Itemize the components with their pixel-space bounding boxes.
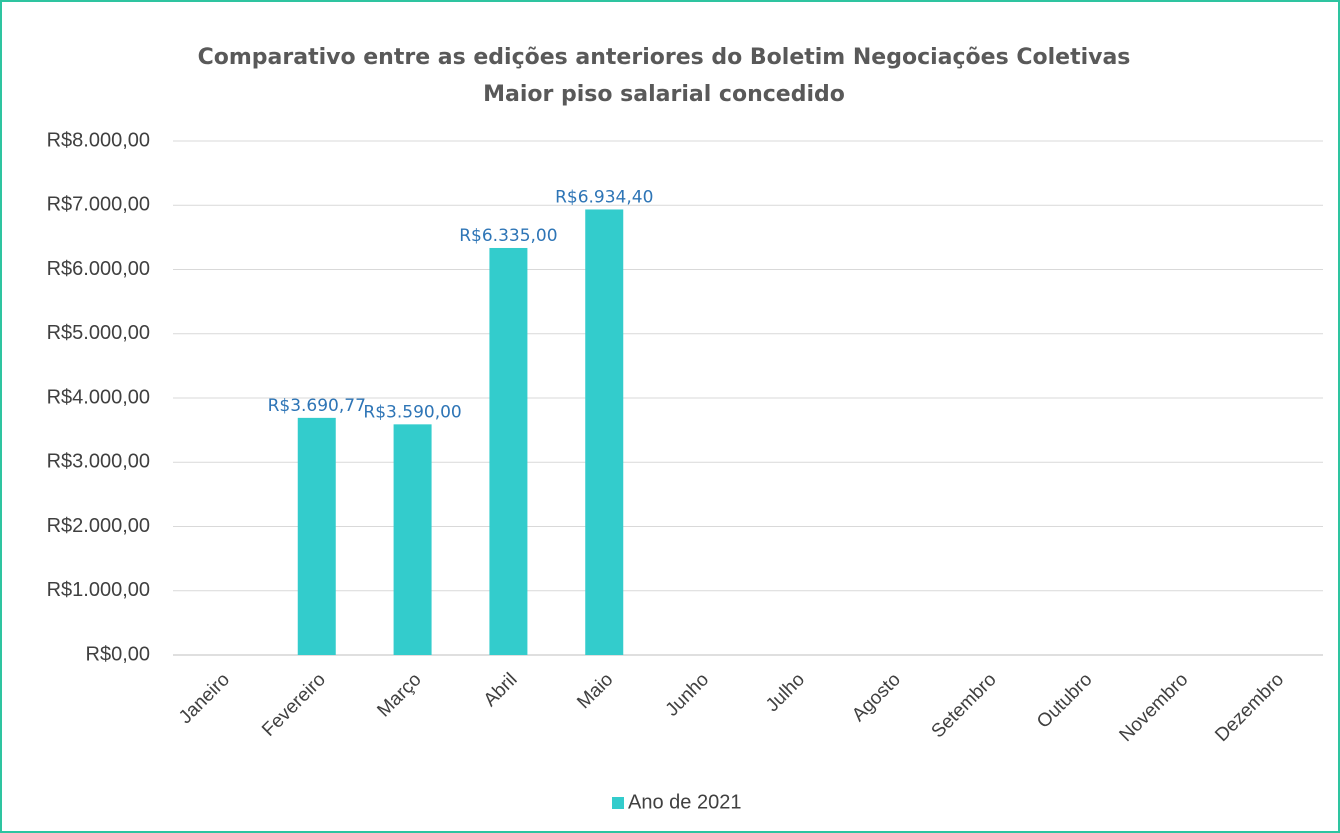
y-tick-label: R$6.000,00 xyxy=(47,258,150,280)
chart-title: Comparativo entre as edições anteriores … xyxy=(198,45,1131,70)
legend-label: Ano de 2021 xyxy=(628,791,741,813)
y-tick-label: R$1.000,00 xyxy=(47,579,150,601)
y-tick-label: R$4.000,00 xyxy=(47,386,150,408)
y-tick-label: R$2.000,00 xyxy=(47,515,150,537)
data-label: R$6.934,40 xyxy=(555,187,653,207)
y-tick-label: R$7.000,00 xyxy=(47,194,150,216)
legend-swatch xyxy=(612,797,624,809)
bar xyxy=(393,424,432,655)
data-label: R$6.335,00 xyxy=(459,226,557,246)
bar xyxy=(489,247,528,655)
chart-subtitle: Maior piso salarial concedido xyxy=(483,82,845,107)
data-label: R$3.590,00 xyxy=(363,402,461,422)
y-tick-label: R$5.000,00 xyxy=(47,322,150,344)
y-tick-label: R$0,00 xyxy=(86,643,151,665)
y-tick-label: R$8.000,00 xyxy=(47,129,150,151)
y-tick-label: R$3.000,00 xyxy=(47,451,150,473)
data-label: R$3.690,77 xyxy=(268,396,366,416)
bar xyxy=(585,209,624,656)
bar xyxy=(297,417,336,655)
